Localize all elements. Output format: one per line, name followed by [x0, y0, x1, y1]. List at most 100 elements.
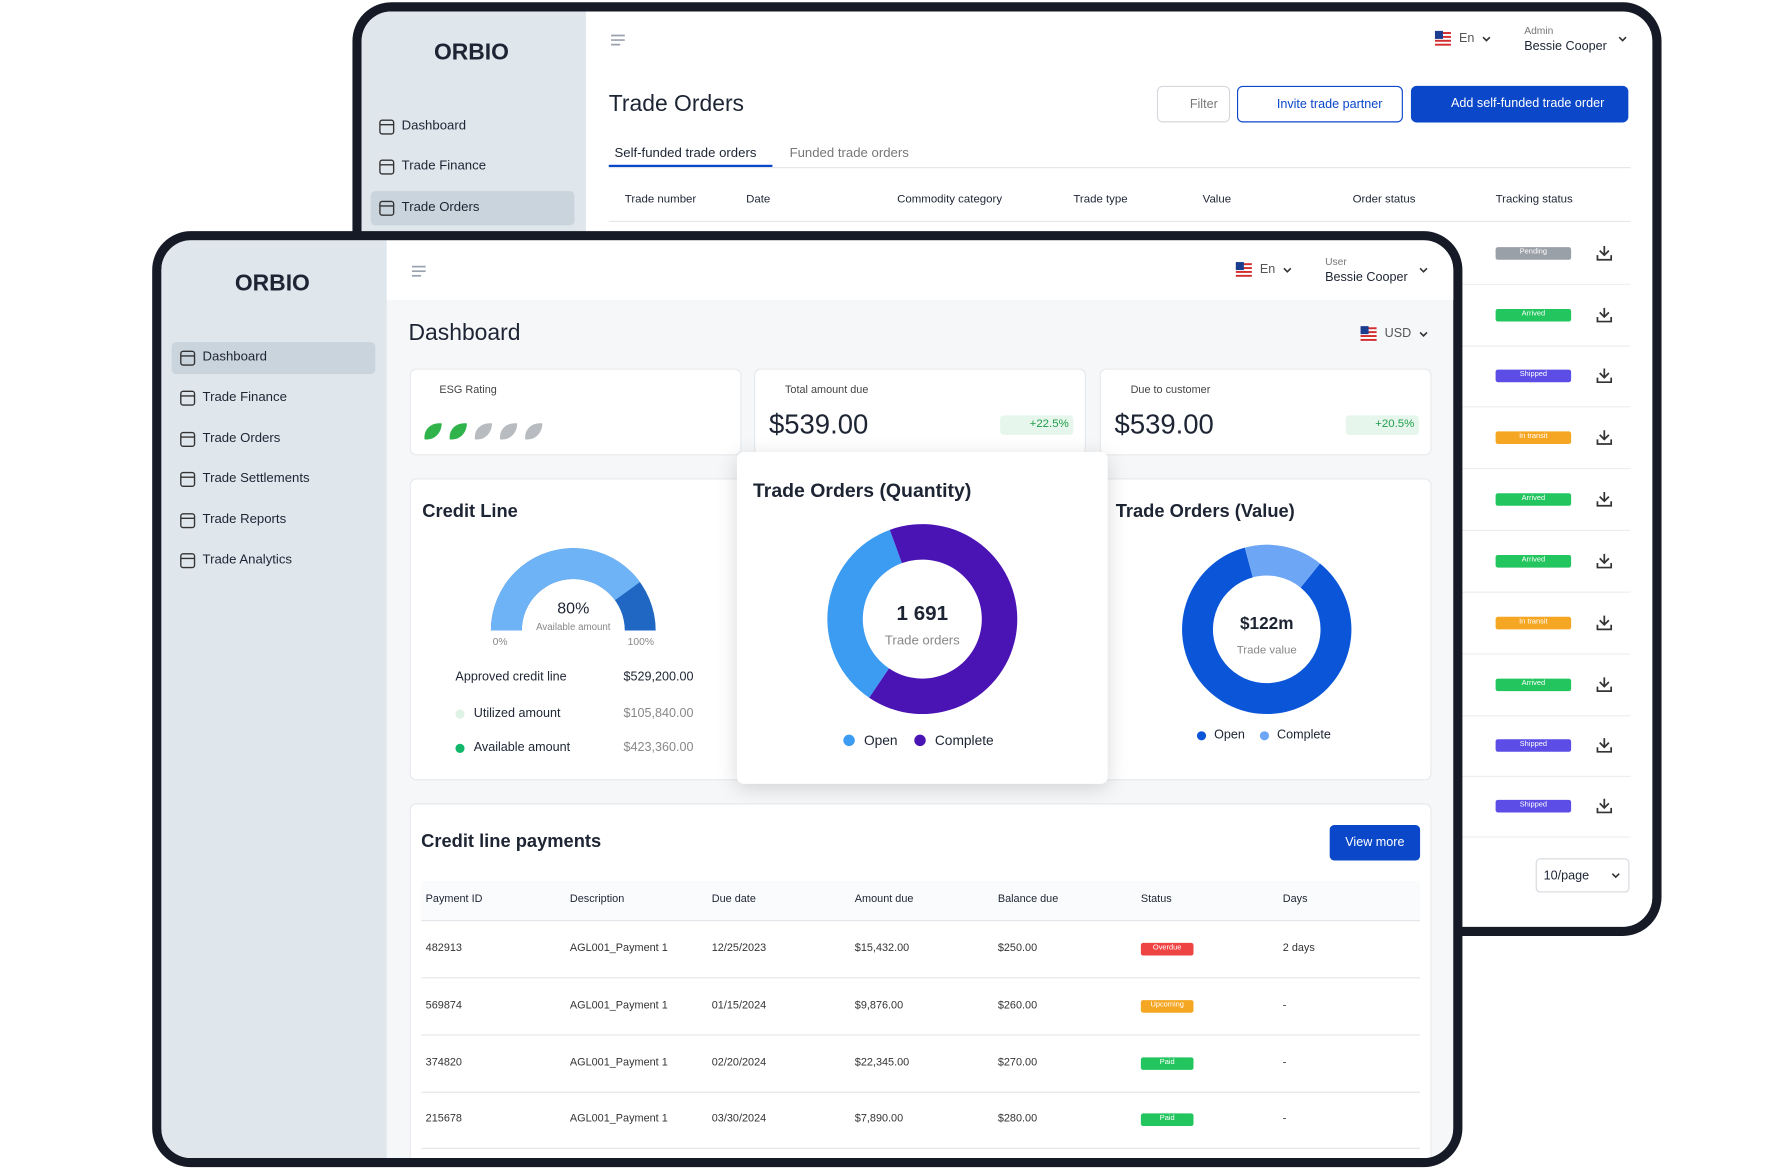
view-more-button[interactable]: View more	[1329, 825, 1421, 861]
donut-total: $122m	[1240, 613, 1294, 634]
row-divider	[421, 1034, 1421, 1036]
column-header: Payment ID	[425, 892, 483, 906]
status-badge: Paid	[1140, 1056, 1194, 1070]
column-header: Amount due	[854, 892, 914, 906]
nav-item[interactable]: Trade Finance	[401, 159, 487, 174]
status-badge: Upcoming	[1140, 999, 1194, 1013]
tab[interactable]: Self-funded trade orders	[614, 146, 757, 161]
chevron	[1419, 331, 1428, 337]
table-cell: 374820	[425, 1056, 462, 1070]
download-arrow	[1596, 492, 1613, 507]
page-title: Dashboard	[408, 320, 521, 346]
download-icon	[1596, 738, 1613, 753]
nav-item[interactable]: Dashboard	[401, 119, 467, 134]
nav-active	[370, 191, 575, 226]
download-icon	[1596, 430, 1613, 445]
row-divider	[421, 977, 1421, 979]
download-icon	[1596, 307, 1613, 323]
card-label: Due to customer	[1130, 383, 1211, 397]
column-header: Commodity category	[897, 193, 1003, 206]
status-text: In transit	[1519, 432, 1548, 441]
nav-icon-shape	[379, 200, 395, 216]
nav-item[interactable]: Trade Settlements	[202, 471, 310, 486]
chevron	[1611, 873, 1620, 879]
table-cell: $250.00	[997, 942, 1038, 955]
invite-button[interactable]: Invite trade partner	[1236, 85, 1403, 123]
nav-item[interactable]: Trade Reports	[202, 512, 287, 527]
tab[interactable]: Funded trade orders	[789, 146, 909, 161]
change-badge	[1345, 415, 1419, 435]
gauge-caption: Available amount	[536, 621, 611, 633]
status-text: Arrived	[1521, 555, 1546, 564]
legend-label: Complete	[934, 732, 994, 749]
status-badge: Arrived	[1495, 677, 1572, 691]
user-name: Bessie Cooper	[1325, 270, 1408, 285]
column-header: Value	[1202, 193, 1232, 206]
flag-stripe	[1434, 43, 1451, 46]
change-value: +22.5%	[1029, 417, 1069, 431]
status-text: Arrived	[1521, 494, 1546, 503]
card-value: $539.00	[768, 409, 869, 441]
nav-icon	[180, 513, 196, 529]
download-arrow	[1596, 615, 1613, 631]
status-badge: Shipped	[1495, 799, 1572, 812]
flag-icon	[1434, 30, 1451, 47]
column-header: Tracking status	[1495, 193, 1573, 206]
add-button[interactable]: Add self-funded trade order	[1410, 85, 1629, 123]
flag-canton	[1434, 30, 1443, 39]
legend-label: Open	[1214, 728, 1245, 743]
divider	[608, 167, 1631, 169]
flag-stripe	[1235, 274, 1252, 277]
row-divider	[421, 1091, 1421, 1093]
quantity-donut	[827, 524, 1018, 715]
download-icon	[1596, 368, 1613, 384]
nav-item[interactable]: Trade Orders	[202, 431, 281, 446]
table-cell: -	[1282, 1112, 1287, 1126]
legend-dot	[455, 709, 465, 719]
filter-button[interactable]: Filter	[1156, 85, 1231, 123]
table-header	[421, 881, 1421, 922]
button-text: View more	[1345, 835, 1405, 850]
status-text: Overdue	[1152, 943, 1182, 952]
leaf	[474, 423, 493, 440]
nav-icon	[180, 553, 196, 569]
card-label: ESG Rating	[439, 383, 497, 397]
status-badge: Shipped	[1495, 738, 1572, 752]
chart-title: Trade Orders (Value)	[1115, 502, 1295, 522]
esg-rating	[424, 423, 543, 440]
currency: USD	[1384, 326, 1412, 341]
chart-title: Credit Line	[422, 502, 518, 522]
legend-label: Complete	[1277, 728, 1331, 743]
flag-canton	[1235, 262, 1244, 271]
table-cell: AGL001_Payment 1	[569, 942, 668, 955]
nav-item[interactable]: Trade Analytics	[202, 552, 293, 567]
sidebar	[161, 240, 387, 1159]
donut-segment	[869, 524, 1018, 715]
status-text: Arrived	[1521, 679, 1546, 688]
popup-card	[736, 451, 1108, 784]
chevron-icon	[1419, 331, 1428, 337]
tab-underline	[608, 164, 773, 168]
gauge	[490, 548, 656, 631]
download-arrow	[1596, 307, 1613, 323]
leaf	[449, 423, 467, 440]
download-icon	[1596, 677, 1613, 693]
download-icon	[1596, 246, 1613, 261]
pager[interactable]: 10/page	[1535, 858, 1630, 893]
gauge-value	[490, 548, 640, 631]
table-cell: $270.00	[997, 1056, 1038, 1070]
nav-item[interactable]: Trade Orders	[401, 200, 480, 215]
legend-dot	[1259, 731, 1270, 741]
language: En	[1458, 31, 1475, 46]
nav-item[interactable]: Trade Finance	[202, 390, 287, 405]
table-cell: AGL001_Payment 1	[569, 999, 668, 1012]
card	[754, 368, 1086, 456]
download-arrow	[1596, 677, 1613, 693]
chevron	[1283, 267, 1292, 273]
nav-item[interactable]: Dashboard	[202, 350, 267, 365]
chevron	[1618, 36, 1627, 42]
download-arrow	[1596, 368, 1613, 384]
flag-icon	[1360, 326, 1377, 343]
status-text: In transit	[1519, 617, 1548, 626]
